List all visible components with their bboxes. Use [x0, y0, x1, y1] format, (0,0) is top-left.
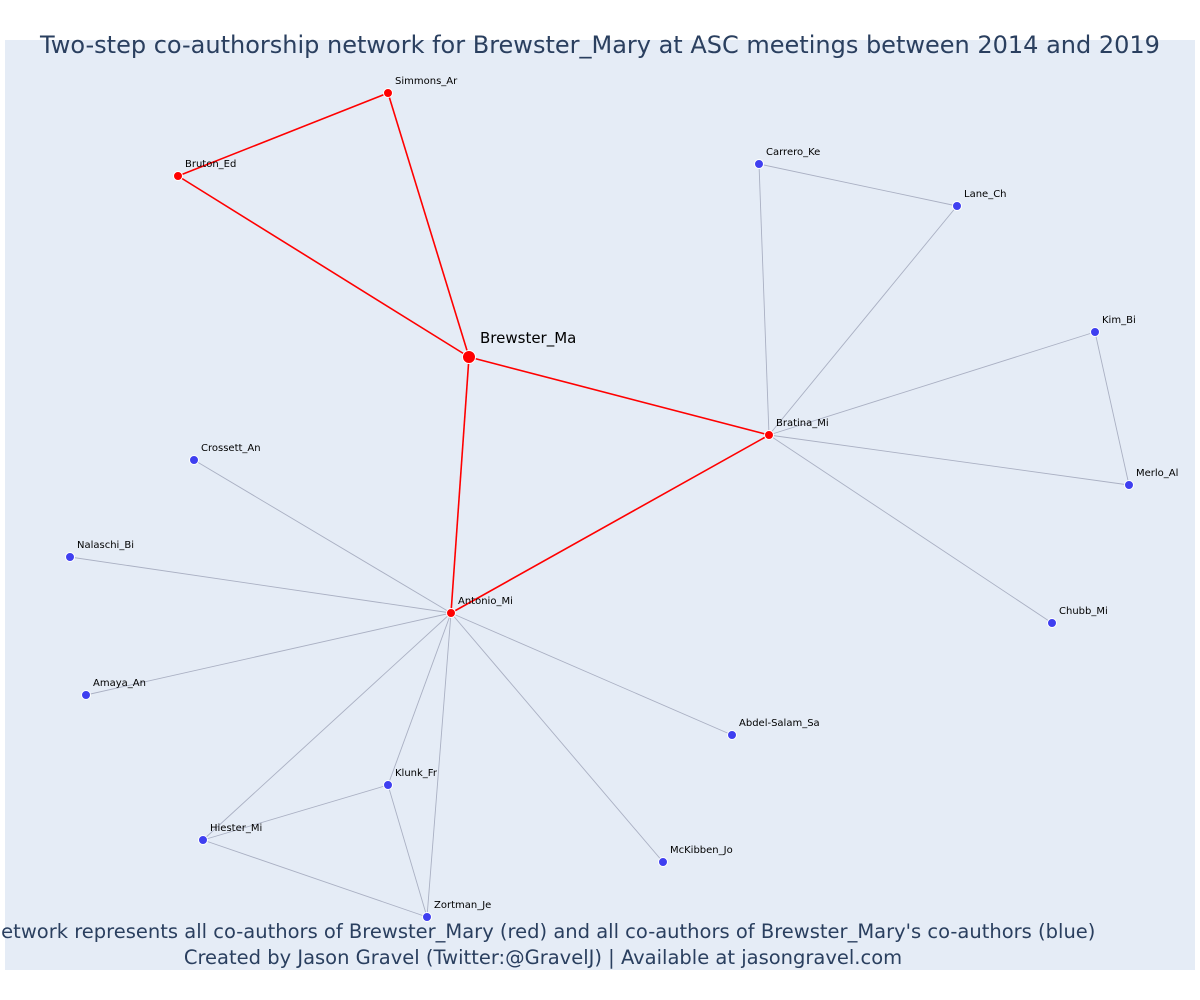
node-label-crossett-an: Crossett_An [201, 443, 261, 454]
node-chubb-mi[interactable] [1047, 618, 1057, 628]
edge-bratina-mi-chubb-mi [768, 434, 1053, 624]
edge-antonio-mi-bratina-mi [450, 434, 770, 614]
node-label-merlo-al: Merlo_Al [1136, 468, 1178, 479]
edge-brewster-ma-bruton-ed [177, 175, 470, 358]
nodes-layer [65, 88, 1134, 922]
edge-antonio-mi-klunk-fr [387, 612, 452, 786]
edge-klunk-fr-zortman-je [387, 784, 428, 918]
edge-antonio-mi-amaya-an [85, 612, 452, 696]
edge-klunk-fr-hiester-mi [202, 784, 389, 841]
node-label-brewster-ma: Brewster_Ma [480, 329, 576, 348]
edge-carrero-ke-lane-ch [758, 163, 958, 207]
edge-antonio-mi-zortman-je [426, 612, 452, 918]
node-antonio-mi[interactable] [446, 608, 456, 618]
node-merlo-al[interactable] [1124, 480, 1134, 490]
node-klunk-fr[interactable] [383, 780, 393, 790]
node-label-abdel-salam-sa: Abdel-Salam_Sa [739, 718, 820, 729]
node-brewster-ma[interactable] [462, 350, 476, 364]
node-label-lane-ch: Lane_Ch [964, 189, 1007, 200]
node-label-nalaschi-bi: Nalaschi_Bi [77, 540, 134, 551]
node-bratina-mi[interactable] [764, 430, 774, 440]
plot-background [5, 40, 1195, 970]
node-carrero-ke[interactable] [754, 159, 764, 169]
labels-layer: Brewster_Ma Simmons_Ar Bruton_Ed Bratina_Mi… [77, 76, 1178, 911]
node-zortman-je[interactable] [422, 912, 432, 922]
node-label-simmons-ar: Simmons_Ar [395, 76, 458, 87]
edge-hiester-mi-zortman-je [202, 839, 428, 918]
node-label-kim-bi: Kim_Bi [1102, 315, 1136, 326]
edges-layer [69, 92, 1130, 918]
edge-simmons-ar-bruton-ed [177, 92, 389, 177]
node-label-antonio-mi: Antonio_Mi [458, 596, 513, 607]
edge-brewster-ma-simmons-ar [387, 92, 470, 358]
edge-kim-bi-merlo-al [1094, 331, 1130, 486]
edge-bratina-mi-kim-bi [768, 331, 1096, 436]
node-hiester-mi[interactable] [198, 835, 208, 845]
edge-bratina-mi-lane-ch [768, 205, 958, 436]
edge-antonio-mi-nalaschi-bi [69, 556, 452, 614]
node-bruton-ed[interactable] [173, 171, 183, 181]
node-amaya-an[interactable] [81, 690, 91, 700]
node-label-amaya-an: Amaya_An [93, 678, 146, 689]
node-simmons-ar[interactable] [383, 88, 393, 98]
node-label-zortman-je: Zortman_Je [434, 900, 491, 911]
edge-brewster-ma-bratina-mi [468, 356, 770, 436]
node-label-klunk-fr: Klunk_Fr [395, 768, 438, 779]
footer-caption-line2: Created by Jason Gravel (Twitter:@Gravel… [184, 946, 902, 969]
node-mckibben-jo[interactable] [658, 857, 668, 867]
node-label-bratina-mi: Bratina_Mi [776, 418, 829, 429]
edge-antonio-mi-crossett-an [193, 459, 452, 614]
node-label-chubb-mi: Chubb_Mi [1059, 606, 1108, 617]
node-crossett-an[interactable] [189, 455, 199, 465]
node-kim-bi[interactable] [1090, 327, 1100, 337]
footer-caption-line1: Network represents all co-authors of Bre… [0, 920, 1095, 943]
edge-antonio-mi-mckibben-jo [450, 612, 664, 863]
node-label-hiester-mi: Hiester_Mi [210, 823, 262, 834]
edge-bratina-mi-merlo-al [768, 434, 1130, 486]
node-label-carrero-ke: Carrero_Ke [766, 147, 820, 158]
chart-title: Two-step co-authorship network for Brews… [39, 31, 1160, 59]
node-lane-ch[interactable] [952, 201, 962, 211]
node-label-bruton-ed: Bruton_Ed [185, 159, 236, 170]
edge-antonio-mi-abdel-salam-sa [450, 612, 733, 736]
edge-brewster-ma-antonio-mi [450, 356, 470, 614]
node-abdel-salam-sa[interactable] [727, 730, 737, 740]
node-nalaschi-bi[interactable] [65, 552, 75, 562]
node-label-mckibben-jo: McKibben_Jo [670, 845, 733, 856]
edge-antonio-mi-hiester-mi [202, 612, 452, 841]
edge-bratina-mi-carrero-ke [758, 163, 770, 436]
